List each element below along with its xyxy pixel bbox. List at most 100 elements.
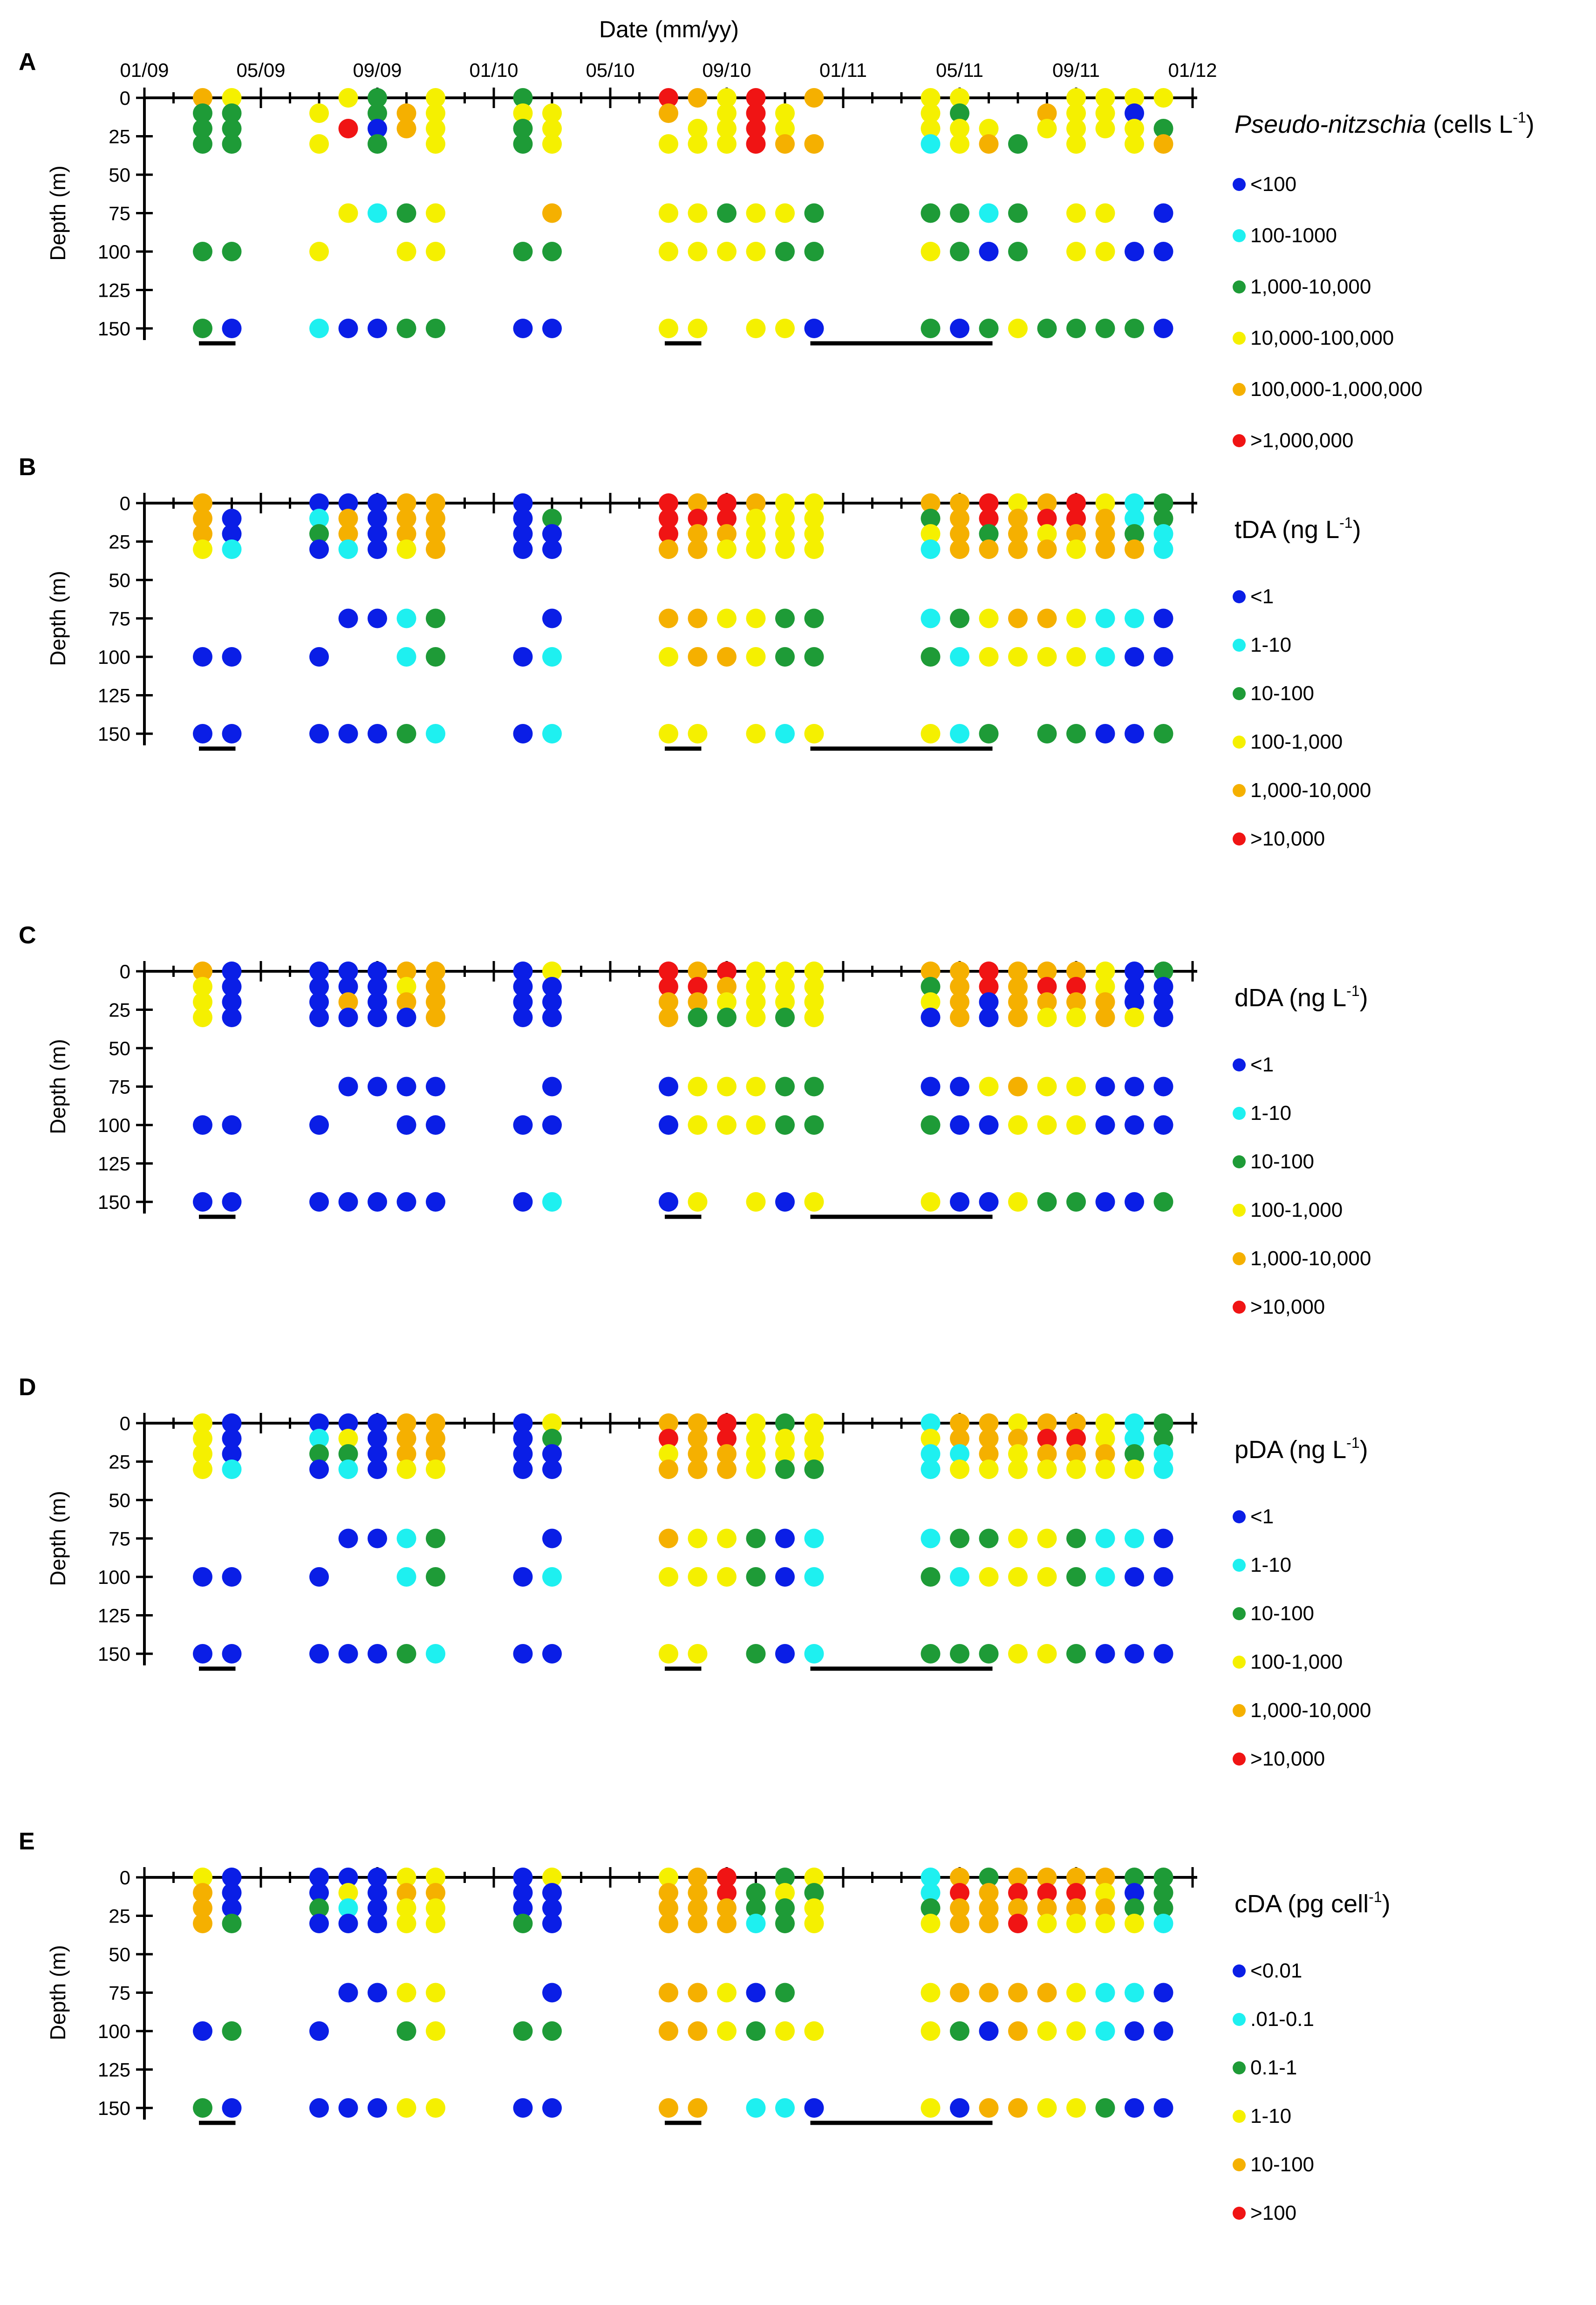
data-point xyxy=(1095,724,1115,743)
data-point xyxy=(338,524,358,544)
data-point xyxy=(717,1429,737,1448)
legend-swatch xyxy=(1233,639,1246,652)
data-point xyxy=(1125,647,1144,667)
data-point xyxy=(309,992,329,1012)
data-point xyxy=(193,88,212,108)
data-point xyxy=(688,977,708,996)
y-tick-label: 100 xyxy=(98,646,130,668)
legend-label: 1-10 xyxy=(1250,2105,1291,2128)
data-point xyxy=(1037,119,1057,138)
data-point xyxy=(659,724,678,743)
data-point xyxy=(717,1459,737,1479)
y-tick-label: 50 xyxy=(109,1037,130,1059)
data-point xyxy=(1066,1008,1086,1027)
legend-label: 100-1,000 xyxy=(1250,1199,1343,1221)
data-point xyxy=(1125,992,1144,1012)
legend-title-end: ) xyxy=(1360,1436,1368,1464)
data-point xyxy=(1066,647,1086,667)
data-point xyxy=(659,319,678,338)
data-point xyxy=(1008,2021,1028,2041)
data-point xyxy=(979,509,999,528)
data-point xyxy=(1095,1115,1115,1135)
data-point xyxy=(368,119,387,138)
data-point xyxy=(1095,509,1115,528)
data-point xyxy=(426,1077,445,1097)
data-point xyxy=(1008,524,1028,544)
data-point xyxy=(659,2098,678,2118)
data-point xyxy=(775,1644,795,1664)
data-point xyxy=(717,992,737,1012)
data-point xyxy=(775,1115,795,1135)
data-point xyxy=(396,1429,416,1448)
x-tick-label: 09/11 xyxy=(1052,59,1100,81)
data-point xyxy=(979,1459,999,1479)
data-point xyxy=(1125,524,1144,544)
data-point xyxy=(542,724,562,743)
data-point xyxy=(193,524,212,544)
data-point xyxy=(193,319,212,338)
data-point xyxy=(513,1868,533,1887)
data-point xyxy=(979,1008,999,1027)
data-point xyxy=(542,962,562,981)
data-point xyxy=(1095,647,1115,667)
y-tick-label: 150 xyxy=(98,1191,130,1213)
data-point xyxy=(426,1444,445,1464)
data-point xyxy=(979,524,999,544)
data-point xyxy=(338,977,358,996)
data-point xyxy=(746,493,766,513)
data-point xyxy=(1095,1644,1115,1664)
data-point xyxy=(659,1413,678,1433)
data-point xyxy=(338,962,358,981)
data-point xyxy=(1125,2021,1144,2041)
data-point xyxy=(193,1008,212,1027)
x-tick-label: 05/11 xyxy=(936,59,983,81)
data-point xyxy=(396,119,416,138)
data-point xyxy=(717,1914,737,1933)
data-point xyxy=(1125,1115,1144,1135)
data-point xyxy=(979,319,999,338)
legend-label: 1,000-10,000 xyxy=(1250,779,1371,802)
data-point xyxy=(309,2021,329,2041)
data-point xyxy=(746,1429,766,1448)
legend-title-text: (cells L xyxy=(1426,110,1513,138)
legend-swatch xyxy=(1233,2013,1246,2026)
data-point xyxy=(1008,1008,1028,1027)
data-point xyxy=(309,724,329,743)
data-point xyxy=(368,319,387,338)
data-point xyxy=(426,103,445,123)
data-point xyxy=(1066,1644,1086,1664)
data-point xyxy=(222,103,242,123)
data-point xyxy=(659,1429,678,1448)
data-point xyxy=(542,134,562,154)
data-point xyxy=(804,1883,824,1903)
data-point xyxy=(775,1077,795,1097)
data-point xyxy=(1153,119,1173,138)
data-point xyxy=(804,1528,824,1548)
data-point xyxy=(1066,962,1086,981)
data-point xyxy=(921,992,941,1012)
y-tick-label: 125 xyxy=(98,1605,130,1627)
data-point xyxy=(746,1898,766,1918)
data-point xyxy=(1066,103,1086,123)
data-point xyxy=(717,203,737,223)
data-point xyxy=(542,608,562,628)
data-point xyxy=(950,1883,969,1903)
data-point xyxy=(1008,1883,1028,1903)
data-point xyxy=(513,962,533,981)
data-point xyxy=(659,1008,678,1027)
y-tick-label: 50 xyxy=(109,569,130,591)
legend-title-text: pDA (ng L xyxy=(1235,1436,1346,1464)
legend-label: <1 xyxy=(1250,1053,1274,1076)
y-tick-label: 100 xyxy=(98,1114,130,1136)
data-point xyxy=(1125,1644,1144,1664)
legend-label: >10,000 xyxy=(1250,1296,1325,1318)
legend-title: tDA (ng L-1) xyxy=(1235,514,1361,544)
data-point xyxy=(1066,524,1086,544)
data-point xyxy=(542,1868,562,1887)
data-point xyxy=(1095,1868,1115,1887)
data-point xyxy=(979,1413,999,1433)
x-tick-label: 05/09 xyxy=(236,59,285,81)
data-point xyxy=(979,1914,999,1933)
data-point xyxy=(1008,1898,1028,1918)
data-point xyxy=(921,88,941,108)
